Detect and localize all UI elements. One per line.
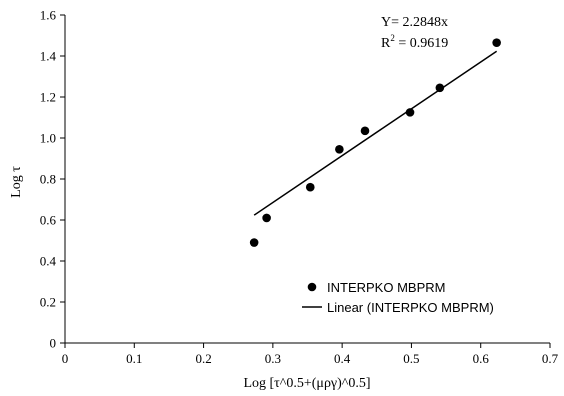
y-tick-label: 0.4 — [40, 254, 57, 269]
x-axis-title: Log [τ^0.5+(μργ)^0.5] — [243, 376, 370, 391]
data-point — [305, 182, 315, 192]
x-tick-label: 0.1 — [126, 351, 142, 366]
data-point — [249, 238, 259, 247]
x-axis-ticks: 0 0.1 0.2 0.3 0.4 0.5 0.6 0.7 — [62, 343, 559, 366]
y-axis-ticks: 0 0.2 0.4 0.6 0.8 1.0 1.2 1.4 1.6 — [40, 8, 65, 351]
y-tick-label: 1.4 — [40, 49, 57, 64]
x-tick-label: 0.2 — [195, 351, 211, 366]
trendline-group — [253, 50, 498, 216]
trendline — [253, 50, 498, 216]
x-tick-label: 0.6 — [473, 351, 490, 366]
regression-annotation: Y= 2.2848x R2 = 0.9619 — [381, 15, 448, 51]
data-point — [262, 213, 271, 223]
r-squared-prefix: R — [381, 36, 391, 51]
data-points — [249, 38, 501, 247]
y-tick-label: 1.2 — [40, 90, 56, 105]
legend-marker-scatter — [307, 282, 317, 292]
x-tick-label: 0.5 — [403, 351, 419, 366]
x-tick-label: 0 — [62, 351, 69, 366]
data-point — [335, 144, 344, 154]
x-tick-label: 0.7 — [542, 351, 559, 366]
legend-label-line: Linear (INTERPKO MBPRM) — [327, 300, 494, 315]
r-squared-label: R2 = 0.9619 — [381, 33, 448, 51]
plot-area: 0 0.1 0.2 0.3 0.4 0.5 0.6 0.7 0 0.2 0.4 0.6 0.8 1.0 1… — [40, 8, 559, 367]
legend-label-scatter: INTERPKO MBPRM — [327, 280, 445, 295]
data-point — [492, 38, 501, 47]
r-squared-superscript: 2 — [390, 33, 395, 43]
x-tick-label: 0.3 — [265, 351, 281, 366]
y-tick-label: 1.0 — [40, 131, 56, 146]
regression-equation: Y= 2.2848x — [381, 15, 448, 30]
y-tick-label: 0.6 — [40, 213, 57, 228]
y-tick-label: 1.6 — [40, 8, 57, 23]
r-squared-value: = 0.9619 — [395, 36, 448, 51]
y-axis-title: Log τ — [9, 166, 24, 198]
y-tick-label: 0.2 — [40, 295, 56, 310]
data-point — [360, 126, 370, 136]
data-point — [435, 83, 445, 93]
y-tick-label: 0.8 — [40, 172, 56, 187]
y-tick-label: 0 — [50, 336, 57, 351]
x-tick-label: 0.4 — [334, 351, 351, 366]
legend: INTERPKO MBPRM Linear (INTERPKO MBPRM) — [302, 280, 494, 315]
data-point — [405, 108, 415, 117]
